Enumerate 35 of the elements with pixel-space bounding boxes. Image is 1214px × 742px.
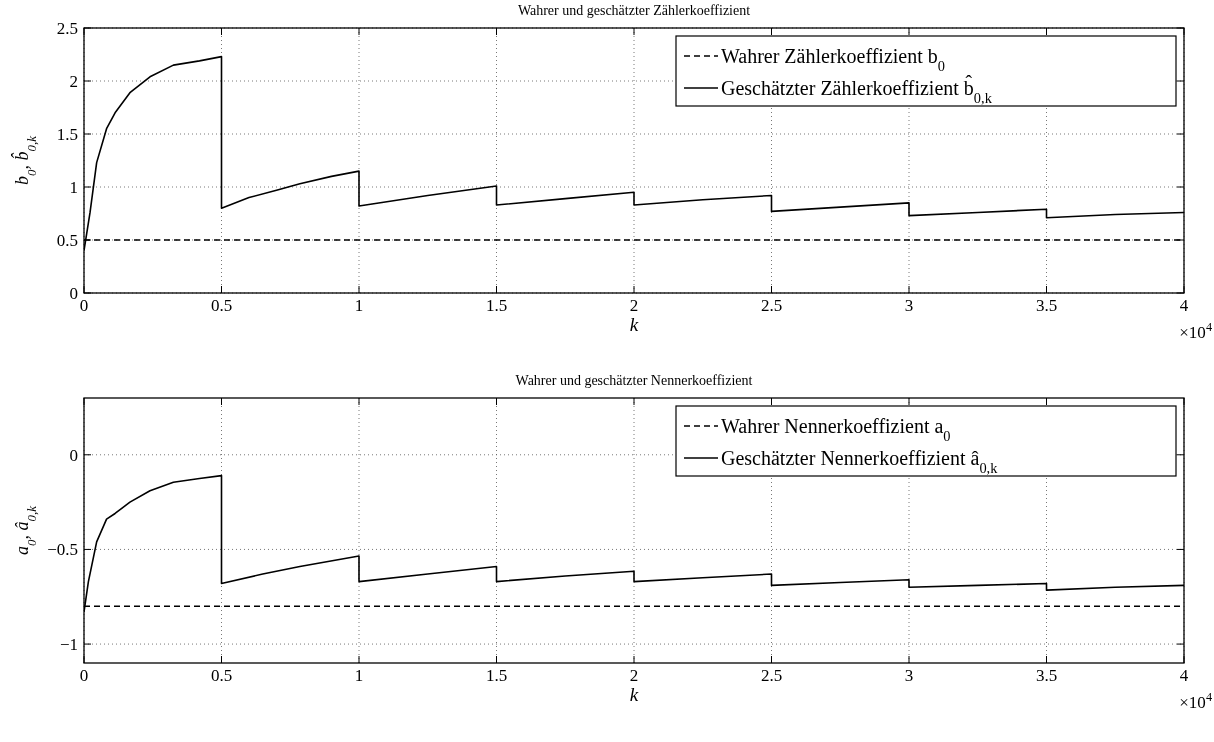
chart-title: Wahrer und geschätzter Nennerkoeffizient	[515, 373, 753, 388]
y-tick-label: −1	[59, 635, 78, 655]
x-tick-label: 1.5	[485, 296, 508, 315]
x-tick-label: 2.5	[760, 296, 783, 315]
x-tick-label: 1.5	[485, 666, 508, 685]
x-axis-title: k	[629, 684, 639, 705]
x-tick-label: 4	[1179, 666, 1189, 685]
legend-label: Geschätzter Nennerkoeffizient â$_{0,k}$	[721, 447, 999, 476]
x-tick-label: 1	[354, 296, 364, 315]
x-tick-label: 3.5	[1035, 296, 1058, 315]
x-tick-label: 3	[904, 666, 914, 685]
x-tick-label: 3.5	[1035, 666, 1058, 685]
y-tick-label: −0.5	[47, 540, 78, 560]
x-tick-label: 0.5	[210, 666, 233, 685]
x-tick-label: 2	[629, 296, 639, 315]
legend-label: Geschätzter Zählerkoeffizient b̂$_{0,k}$	[721, 75, 993, 106]
y-tick-label: 2	[69, 72, 78, 91]
y-tick-label: 0	[69, 445, 78, 465]
text: ×10$^{4}$	[1179, 320, 1212, 342]
x-tick-label: 2	[629, 666, 639, 685]
text: ×10$^{4}$	[1179, 690, 1212, 712]
x-tick-label: 3	[904, 296, 914, 315]
x-axis-title: k	[629, 314, 639, 335]
x-tick-label: 2.5	[760, 666, 783, 685]
y-tick-label: 2.5	[56, 19, 78, 38]
y-tick-label: 1.5	[56, 125, 78, 144]
y-tick-label: 0.5	[56, 231, 78, 250]
y-tick-label: 0	[69, 284, 78, 303]
x-tick-label: 4	[1179, 296, 1189, 315]
x-tick-label: 0.5	[210, 296, 233, 315]
chart-title: Wahrer und geschätzter Zählerkoeffizient	[517, 3, 751, 18]
legend-label: Wahrer Nennerkoeffizient a$_{0}$	[721, 415, 951, 444]
legend-label: Wahrer Zählerkoeffizient b$_{0}$	[721, 45, 945, 74]
y-tick-label: 1	[69, 178, 78, 197]
x-tick-label: 1	[354, 666, 364, 685]
